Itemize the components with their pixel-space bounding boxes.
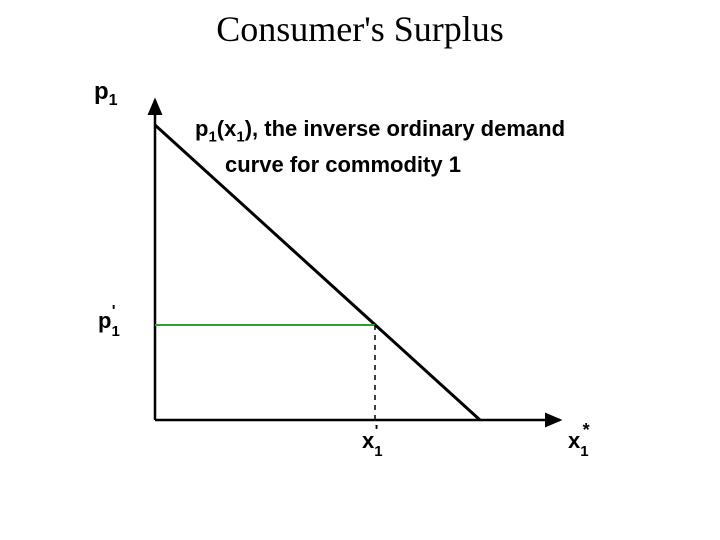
y-label-sub: 1: [109, 92, 118, 109]
desc-line2: curve for commodity 1: [195, 151, 565, 179]
y-label-p: p: [94, 78, 109, 105]
demand-chart: p1 p1(x1), the inverse ordinary demand c…: [100, 80, 660, 480]
y-axis-label: p1: [94, 78, 118, 110]
x1-star-label: x1*: [568, 428, 596, 457]
page-title: Consumer's Surplus: [0, 8, 720, 50]
p1-prime-label: p1': [98, 308, 124, 337]
curve-description: p1(x1), the inverse ordinary demand curv…: [195, 115, 565, 179]
desc-line1: p1(x1), the inverse ordinary demand: [195, 115, 565, 151]
x1-prime-label: x1': [362, 428, 386, 457]
